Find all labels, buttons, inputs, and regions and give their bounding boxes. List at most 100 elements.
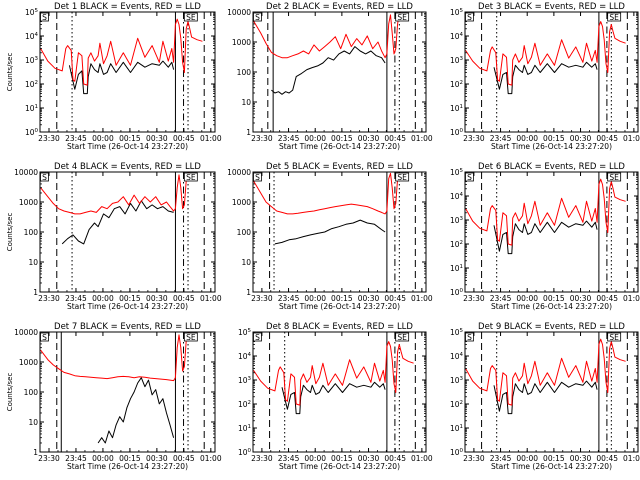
- y-tick-label: 102: [238, 400, 251, 409]
- x-tick-label: 23:30: [38, 294, 60, 303]
- marker-box: [253, 172, 262, 182]
- y-tick-label: 100: [238, 448, 252, 457]
- series-line-events: [281, 381, 386, 415]
- x-tick-label: 00:45: [596, 134, 618, 143]
- marker-se: SE: [609, 173, 619, 182]
- y-tick-label: 102: [450, 400, 463, 409]
- panel-title: Det 8 BLACK = Events, RED = LLD: [266, 322, 413, 332]
- x-tick-label: 23:45: [490, 454, 512, 463]
- y-tick-label: 104: [450, 352, 464, 361]
- y-tick-label: 100: [450, 288, 464, 297]
- y-tick-label: 105: [25, 8, 39, 17]
- y-tick-label: 1: [246, 288, 251, 297]
- y-tick-label: 1000: [19, 358, 38, 367]
- marker-se: SE: [397, 173, 407, 182]
- y-tick-label: 10: [241, 258, 251, 267]
- panel-title: Det 9 BLACK = Events, RED = LLD: [478, 322, 625, 332]
- marker-se: SE: [186, 173, 196, 182]
- marker-box: [395, 12, 410, 22]
- x-tick-label: 00:30: [358, 134, 380, 143]
- marker-se: SE: [186, 13, 196, 22]
- x-tick-label: 01:00: [411, 454, 433, 463]
- series-group: [465, 178, 626, 255]
- series-line-events: [68, 60, 175, 95]
- marker-box: [607, 172, 622, 182]
- axes-frame: [464, 331, 639, 453]
- x-tick-label: 23:45: [278, 294, 300, 303]
- x-tick-label: 23:45: [278, 454, 300, 463]
- panel-det-6: 100 101 102 103 104 105 23:30 23:45 00:00 00:15 00…: [450, 162, 640, 311]
- x-tick-label: 00:30: [570, 294, 592, 303]
- y-tick-label: 103: [25, 56, 39, 65]
- x-axis-label: Start Time (26-Oct-14 23:27:20): [67, 142, 188, 151]
- marker-box: [40, 12, 49, 22]
- marker-se: SE: [186, 333, 196, 342]
- series-group: [40, 172, 196, 245]
- x-axis-label: Start Time (26-Oct-14 23:27:20): [491, 462, 612, 471]
- series-line-lld: [40, 172, 196, 215]
- y-tick-label: 104: [238, 352, 252, 361]
- series-line-lld: [40, 332, 196, 382]
- marker-box: [607, 12, 622, 22]
- y-tick-label: 100: [24, 388, 39, 397]
- series-line-lld: [253, 341, 414, 406]
- y-axis-label: Counts/sec: [6, 373, 14, 412]
- x-tick-label: 00:15: [119, 134, 141, 143]
- marker-box: [40, 332, 49, 342]
- series-group: [253, 12, 407, 95]
- x-tick-label: 23:45: [65, 134, 87, 143]
- y-tick-label: 105: [238, 328, 252, 337]
- y-tick-label: 10000: [227, 168, 251, 177]
- marker-box: [465, 332, 474, 342]
- series-line-lld: [465, 21, 626, 86]
- x-tick-label: 23:30: [251, 134, 273, 143]
- x-tick-label: 00:45: [173, 454, 195, 463]
- panel-det-3: 100 101 102 103 104 105 23:30 23:45 00:00 00:15 00…: [450, 2, 640, 151]
- y-tick-label: 10: [28, 258, 38, 267]
- y-tick-label: 103: [450, 376, 464, 385]
- x-tick-label: 23:45: [278, 134, 300, 143]
- series-group: [465, 21, 626, 95]
- x-tick-label: 00:00: [92, 454, 114, 463]
- series-line-lld: [465, 178, 626, 246]
- series-line-events: [493, 61, 598, 95]
- y-tick-label: 10000: [227, 8, 251, 17]
- x-tick-label: 00:00: [304, 134, 326, 143]
- x-tick-label: 23:45: [65, 294, 87, 303]
- x-tick-label: 00:45: [384, 134, 406, 143]
- x-tick-label: 01:00: [411, 134, 433, 143]
- y-tick-label: 102: [450, 240, 463, 249]
- x-tick-label: 23:30: [38, 454, 60, 463]
- x-tick-label: 00:00: [304, 454, 326, 463]
- marker-s: S: [42, 173, 47, 182]
- series-line-events: [61, 200, 174, 245]
- y-tick-label: 1: [33, 448, 38, 457]
- x-tick-label: 00:00: [92, 134, 114, 143]
- series-line-lld: [253, 172, 407, 215]
- panel-det-7: 1 10 100 1000 10000 23:30 23:45 00:00 00:15 00:30…: [6, 322, 222, 471]
- y-tick-label: 100: [25, 128, 39, 137]
- y-axis-label: Counts/sec: [6, 213, 14, 252]
- x-tick-label: 01:00: [200, 454, 222, 463]
- x-tick-label: 00:15: [543, 294, 565, 303]
- x-tick-label: 00:30: [570, 454, 592, 463]
- marker-box: [253, 12, 262, 22]
- y-tick-label: 1: [33, 288, 38, 297]
- panel-det-5: 1 10 100 1000 10000 23:30 23:45 00:00 00:15 00:30…: [227, 162, 433, 311]
- panel-title: Det 6 BLACK = Events, RED = LLD: [478, 162, 625, 172]
- axes-frame: [464, 171, 639, 293]
- y-tick-label: 105: [450, 328, 464, 337]
- x-tick-label: 00:30: [146, 454, 168, 463]
- panel-det-1: 100 101 102 103 104 105 23:30 23:45 00:00 00:15 00…: [6, 2, 222, 151]
- y-tick-label: 100: [237, 228, 252, 237]
- y-tick-label: 10000: [14, 168, 38, 177]
- y-tick-label: 102: [450, 80, 463, 89]
- series-line-events: [493, 220, 598, 255]
- y-tick-label: 104: [450, 32, 464, 41]
- x-tick-label: 00:15: [119, 454, 141, 463]
- panel-det-9: 100 101 102 103 104 105 23:30 23:45 00:00 00:15 00…: [450, 322, 640, 471]
- marker-box: [40, 172, 49, 182]
- x-tick-label: 00:15: [331, 134, 353, 143]
